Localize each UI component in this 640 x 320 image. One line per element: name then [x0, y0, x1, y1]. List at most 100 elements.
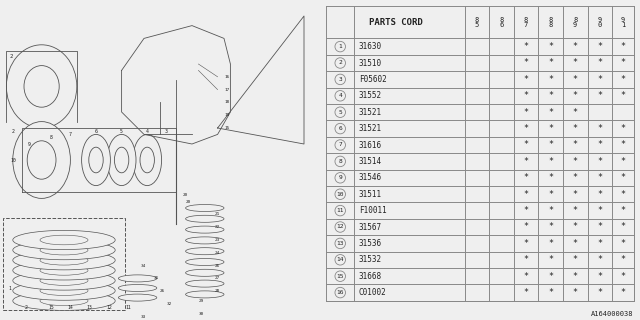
- Text: 31514: 31514: [359, 157, 382, 166]
- Text: *: *: [597, 42, 602, 51]
- Text: *: *: [524, 59, 529, 68]
- Ellipse shape: [186, 204, 224, 212]
- Text: 31532: 31532: [359, 255, 382, 264]
- Text: 32: 32: [166, 302, 172, 306]
- Circle shape: [335, 74, 346, 85]
- Text: *: *: [597, 190, 602, 199]
- Text: 8
5: 8 5: [475, 17, 479, 28]
- Ellipse shape: [40, 276, 88, 285]
- Text: *: *: [573, 288, 578, 297]
- Text: *: *: [620, 255, 625, 264]
- Text: 23: 23: [214, 238, 220, 242]
- Text: 31630: 31630: [359, 42, 382, 51]
- Text: 20: 20: [182, 193, 188, 197]
- Circle shape: [335, 123, 346, 134]
- Ellipse shape: [13, 271, 115, 290]
- Circle shape: [335, 91, 346, 101]
- Ellipse shape: [13, 251, 115, 270]
- Ellipse shape: [186, 215, 224, 222]
- Text: 28: 28: [214, 289, 220, 293]
- Text: *: *: [573, 222, 578, 231]
- Text: *: *: [573, 108, 578, 117]
- Text: 8
6: 8 6: [499, 17, 504, 28]
- Ellipse shape: [13, 261, 115, 280]
- Ellipse shape: [40, 266, 88, 275]
- Text: 20: 20: [186, 200, 191, 204]
- Text: *: *: [524, 75, 529, 84]
- Ellipse shape: [40, 286, 88, 295]
- Text: 17: 17: [224, 88, 229, 92]
- Text: 8
8: 8 8: [548, 17, 553, 28]
- Circle shape: [335, 172, 346, 183]
- Text: PARTS CORD: PARTS CORD: [369, 18, 422, 27]
- Circle shape: [335, 271, 346, 282]
- Text: *: *: [573, 140, 578, 149]
- Text: 11: 11: [125, 305, 131, 310]
- Text: *: *: [620, 173, 625, 182]
- Ellipse shape: [40, 245, 88, 255]
- Text: *: *: [573, 255, 578, 264]
- Text: *: *: [524, 239, 529, 248]
- Text: 4: 4: [339, 93, 342, 98]
- Text: 9: 9: [28, 141, 30, 147]
- Text: 12: 12: [106, 305, 111, 310]
- Text: *: *: [573, 173, 578, 182]
- Text: *: *: [620, 288, 625, 297]
- Text: 9: 9: [339, 175, 342, 180]
- Text: 29: 29: [198, 299, 204, 303]
- Text: 24: 24: [214, 251, 220, 255]
- Text: *: *: [524, 190, 529, 199]
- Text: 33: 33: [141, 315, 146, 319]
- Text: 31536: 31536: [359, 239, 382, 248]
- Text: *: *: [573, 239, 578, 248]
- Text: *: *: [597, 239, 602, 248]
- Text: *: *: [573, 91, 578, 100]
- Ellipse shape: [118, 284, 157, 292]
- Text: 16: 16: [337, 290, 344, 295]
- Text: *: *: [620, 206, 625, 215]
- Circle shape: [335, 107, 346, 117]
- Text: 2: 2: [24, 305, 27, 310]
- Text: 31616: 31616: [359, 140, 382, 149]
- Text: C01002: C01002: [359, 288, 387, 297]
- Text: *: *: [524, 206, 529, 215]
- Text: *: *: [597, 272, 602, 281]
- Text: 8
9: 8 9: [573, 17, 577, 28]
- Ellipse shape: [186, 226, 224, 233]
- Text: 7: 7: [69, 132, 72, 137]
- Text: 26: 26: [214, 264, 220, 268]
- Text: 31567: 31567: [359, 222, 382, 231]
- Text: 3: 3: [165, 129, 168, 134]
- Text: *: *: [620, 190, 625, 199]
- Text: 13: 13: [87, 305, 92, 310]
- Text: *: *: [524, 288, 529, 297]
- Text: 1: 1: [8, 285, 11, 291]
- Text: *: *: [524, 255, 529, 264]
- Text: *: *: [597, 206, 602, 215]
- Text: *: *: [524, 42, 529, 51]
- Text: *: *: [620, 239, 625, 248]
- Text: *: *: [597, 157, 602, 166]
- Ellipse shape: [40, 255, 88, 265]
- Text: *: *: [524, 157, 529, 166]
- Ellipse shape: [13, 230, 115, 250]
- Text: 31668: 31668: [359, 272, 382, 281]
- Text: 31511: 31511: [359, 190, 382, 199]
- Text: 10: 10: [337, 192, 344, 197]
- Text: *: *: [620, 157, 625, 166]
- Text: 31521: 31521: [359, 108, 382, 117]
- Ellipse shape: [115, 147, 129, 173]
- Text: *: *: [620, 91, 625, 100]
- Text: 3: 3: [339, 77, 342, 82]
- Text: *: *: [597, 59, 602, 68]
- Ellipse shape: [24, 66, 60, 107]
- Text: 31521: 31521: [359, 124, 382, 133]
- Ellipse shape: [186, 248, 224, 255]
- Circle shape: [335, 238, 346, 249]
- Ellipse shape: [186, 269, 224, 276]
- Text: *: *: [597, 91, 602, 100]
- Text: 19: 19: [224, 113, 229, 117]
- Text: 30: 30: [198, 312, 204, 316]
- Text: 15: 15: [337, 274, 344, 279]
- Ellipse shape: [133, 134, 162, 186]
